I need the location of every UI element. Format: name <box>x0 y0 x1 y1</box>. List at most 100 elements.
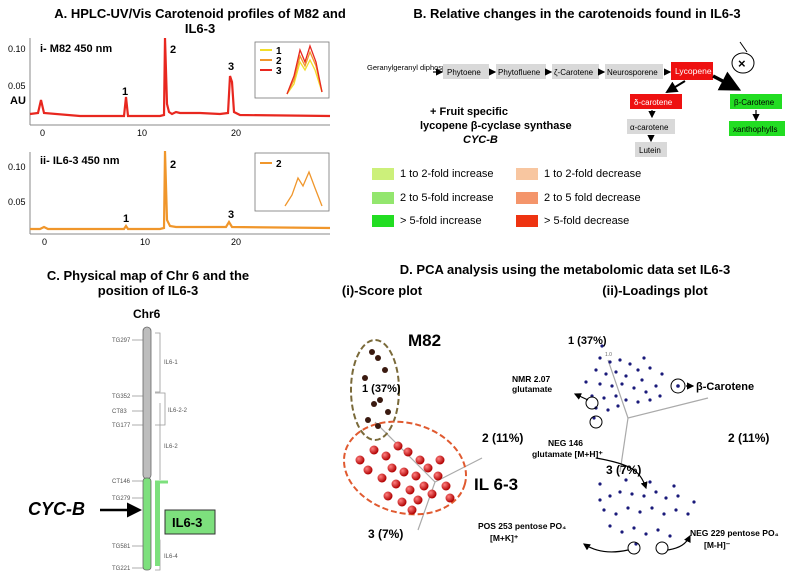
il63-cluster-ellipse <box>342 420 468 516</box>
legend-label: 2 to 5-fold increase <box>400 192 494 204</box>
legend-inc-2: 2 to 5-fold increase <box>372 192 494 204</box>
m82-ytick-2: 0.05 <box>8 81 26 91</box>
marker-ct146: CT146 <box>112 479 131 485</box>
il63-box-label: IL6-3 <box>172 515 202 530</box>
legend-dec-2: 2 to 5 fold decrease <box>516 192 641 204</box>
il63-inset-2: 2 <box>276 159 282 170</box>
loadings-plot: 1 (37%) 1.0 2 (11%) 3 (7%) β-Carotene NM… <box>478 335 779 555</box>
lutein-label: Lutein <box>639 146 661 155</box>
legend-swatch <box>516 168 538 180</box>
marker-ct83: CT83 <box>112 409 127 415</box>
panel-c-chromosome-map: Chr6 TG297 TG352 CT83 TG177 CT146 TG279 … <box>28 307 216 572</box>
legend-dec-1: 1 to 2-fold decrease <box>516 168 641 180</box>
note-line-3: CYC-B <box>463 134 498 146</box>
marker-tg297: TG297 <box>112 338 131 344</box>
il63-trace <box>30 150 331 231</box>
legend-label: 1 to 2-fold increase <box>400 168 494 180</box>
xanthophylls-label: xanthophylls <box>733 125 777 134</box>
m82-group-label: M82 <box>408 331 441 350</box>
chr6-introgression <box>142 477 152 571</box>
au-label: AU <box>10 95 26 107</box>
alpha-carotene-box <box>627 119 675 134</box>
m82-peak-1: 1 <box>122 86 128 98</box>
panel-a-title: A. HPLC-UV/Vis Carotenoid profiles of M8… <box>54 6 346 36</box>
m82-inset-2: 2 <box>276 56 282 67</box>
legend-label: 2 to 5 fold decrease <box>544 192 641 204</box>
lutein-box <box>635 142 667 157</box>
legend-swatch <box>372 192 394 204</box>
nmr-label-1: NMR 2.07 <box>512 374 551 384</box>
il63-peak-2: 2 <box>170 159 176 171</box>
legend-label: 1 to 2-fold decrease <box>544 168 642 180</box>
pos253-label-1: POS 253 pentose PO₄ <box>478 521 566 531</box>
legend-inc-3: > 5-fold increase <box>372 215 482 227</box>
marker-tg177: TG177 <box>112 423 131 429</box>
cross-mark: × <box>738 56 746 71</box>
panel-a-figure: AU 0.10 0.05 0 10 20 i- M82 450 nm 1 2 3… <box>8 37 331 247</box>
m82-peak-2: 2 <box>170 44 176 56</box>
legend-swatch <box>372 215 394 227</box>
neg146-label-2: glutamate [M+H]⁺ <box>532 449 603 459</box>
legend-swatch <box>372 168 394 180</box>
score-plot: M82 1 (37%) 2 (11%) IL 6-3 3 (7%) <box>342 331 523 541</box>
delta-carotene-label: δ-carotene <box>634 98 673 107</box>
ggpp-label: Geranylgeranyl diphosphate <box>367 63 461 72</box>
neurosporene-label: Neurosporene <box>607 68 658 77</box>
neg146-highlight <box>589 415 603 429</box>
il63-inset <box>254 152 330 212</box>
score-pc3-label: 3 (7%) <box>368 527 403 541</box>
panel-d-title: D. PCA analysis using the metabolomic da… <box>399 262 731 277</box>
legend-label: > 5-fold increase <box>400 215 482 227</box>
note-line-1: + Fruit specific <box>430 106 508 118</box>
chr6-label: Chr6 <box>133 307 161 321</box>
phytofluene-box <box>496 64 546 79</box>
m82-inset-1: 1 <box>276 46 282 57</box>
il63-label: ii- IL6-3 450 nm <box>40 155 120 167</box>
panel-b-pathway: Geranylgeranyl diphosphate Phytoene Phyt… <box>367 41 785 157</box>
il63-xtick-3: 20 <box>231 237 241 247</box>
marker-tg221: TG221 <box>112 566 131 572</box>
alpha-carotene-label: α-carotene <box>630 123 669 132</box>
neg229-label-1: NEG 229 pentose PO₄ <box>690 528 779 538</box>
m82-ytick-1: 0.10 <box>8 44 26 54</box>
loadings-pc2-label: 2 (11%) <box>728 431 769 445</box>
il63-peak-1: 1 <box>123 213 129 225</box>
loadings-pc3-label: 3 (7%) <box>606 463 641 477</box>
nmr-label-2: glutamate <box>512 384 552 394</box>
panel-b-title: B. Relative changes in the carotenoids f… <box>413 6 741 21</box>
il63-xtick-1: 0 <box>42 237 47 247</box>
il63-box <box>164 509 216 535</box>
neg229-label-2: [M-H]⁻ <box>704 540 731 550</box>
ggpp-text: Geranylgeranyl diphosphate <box>367 63 461 72</box>
il6-4-label: IL6-4 <box>164 554 178 560</box>
m82-label: i- M82 450 nm <box>40 43 112 55</box>
panel-d-pca: M82 1 (37%) 2 (11%) IL 6-3 3 (7%) 1 (37% <box>342 331 779 555</box>
note-line-2: lycopene β-cyclase synthase <box>420 120 572 132</box>
il6-2-2-label: IL6-2-2 <box>168 408 188 414</box>
pos253-label-2: [M+K]⁺ <box>490 533 519 543</box>
m82-xtick-1: 0 <box>40 128 45 138</box>
m82-inset-3: 3 <box>276 66 282 77</box>
legend-swatch <box>516 192 538 204</box>
chr6-upper <box>142 326 152 480</box>
score-pc2-label: 2 (11%) <box>482 431 523 445</box>
il6-2-label: IL6-2 <box>164 444 178 450</box>
il63-bracket <box>155 482 160 566</box>
beta-carotene-highlight <box>670 378 686 394</box>
phytofluene-label: Phytofluene <box>498 68 541 77</box>
zeta-carotene-box <box>552 64 599 79</box>
score-plot-title: (i)-Score plot <box>341 283 423 298</box>
il6-1-label: IL6-1 <box>164 360 178 366</box>
m82-cluster-ellipse <box>350 339 400 441</box>
beta-carotene-loading-label: β-Carotene <box>696 381 754 393</box>
marker-tg352: TG352 <box>112 394 131 400</box>
marker-tg581: TG581 <box>112 544 131 550</box>
il63-peak-3: 3 <box>228 209 234 221</box>
legend-dec-3: > 5-fold decrease <box>516 215 629 227</box>
cyclase-cross-circle <box>731 52 755 74</box>
m82-xtick-2: 10 <box>137 128 147 138</box>
m82-xtick-3: 20 <box>231 128 241 138</box>
loadings-pc1-label: 1 (37%) <box>568 335 607 347</box>
cycb-label: CYC-B <box>28 499 85 519</box>
il63-group-label: IL 6-3 <box>474 475 518 494</box>
